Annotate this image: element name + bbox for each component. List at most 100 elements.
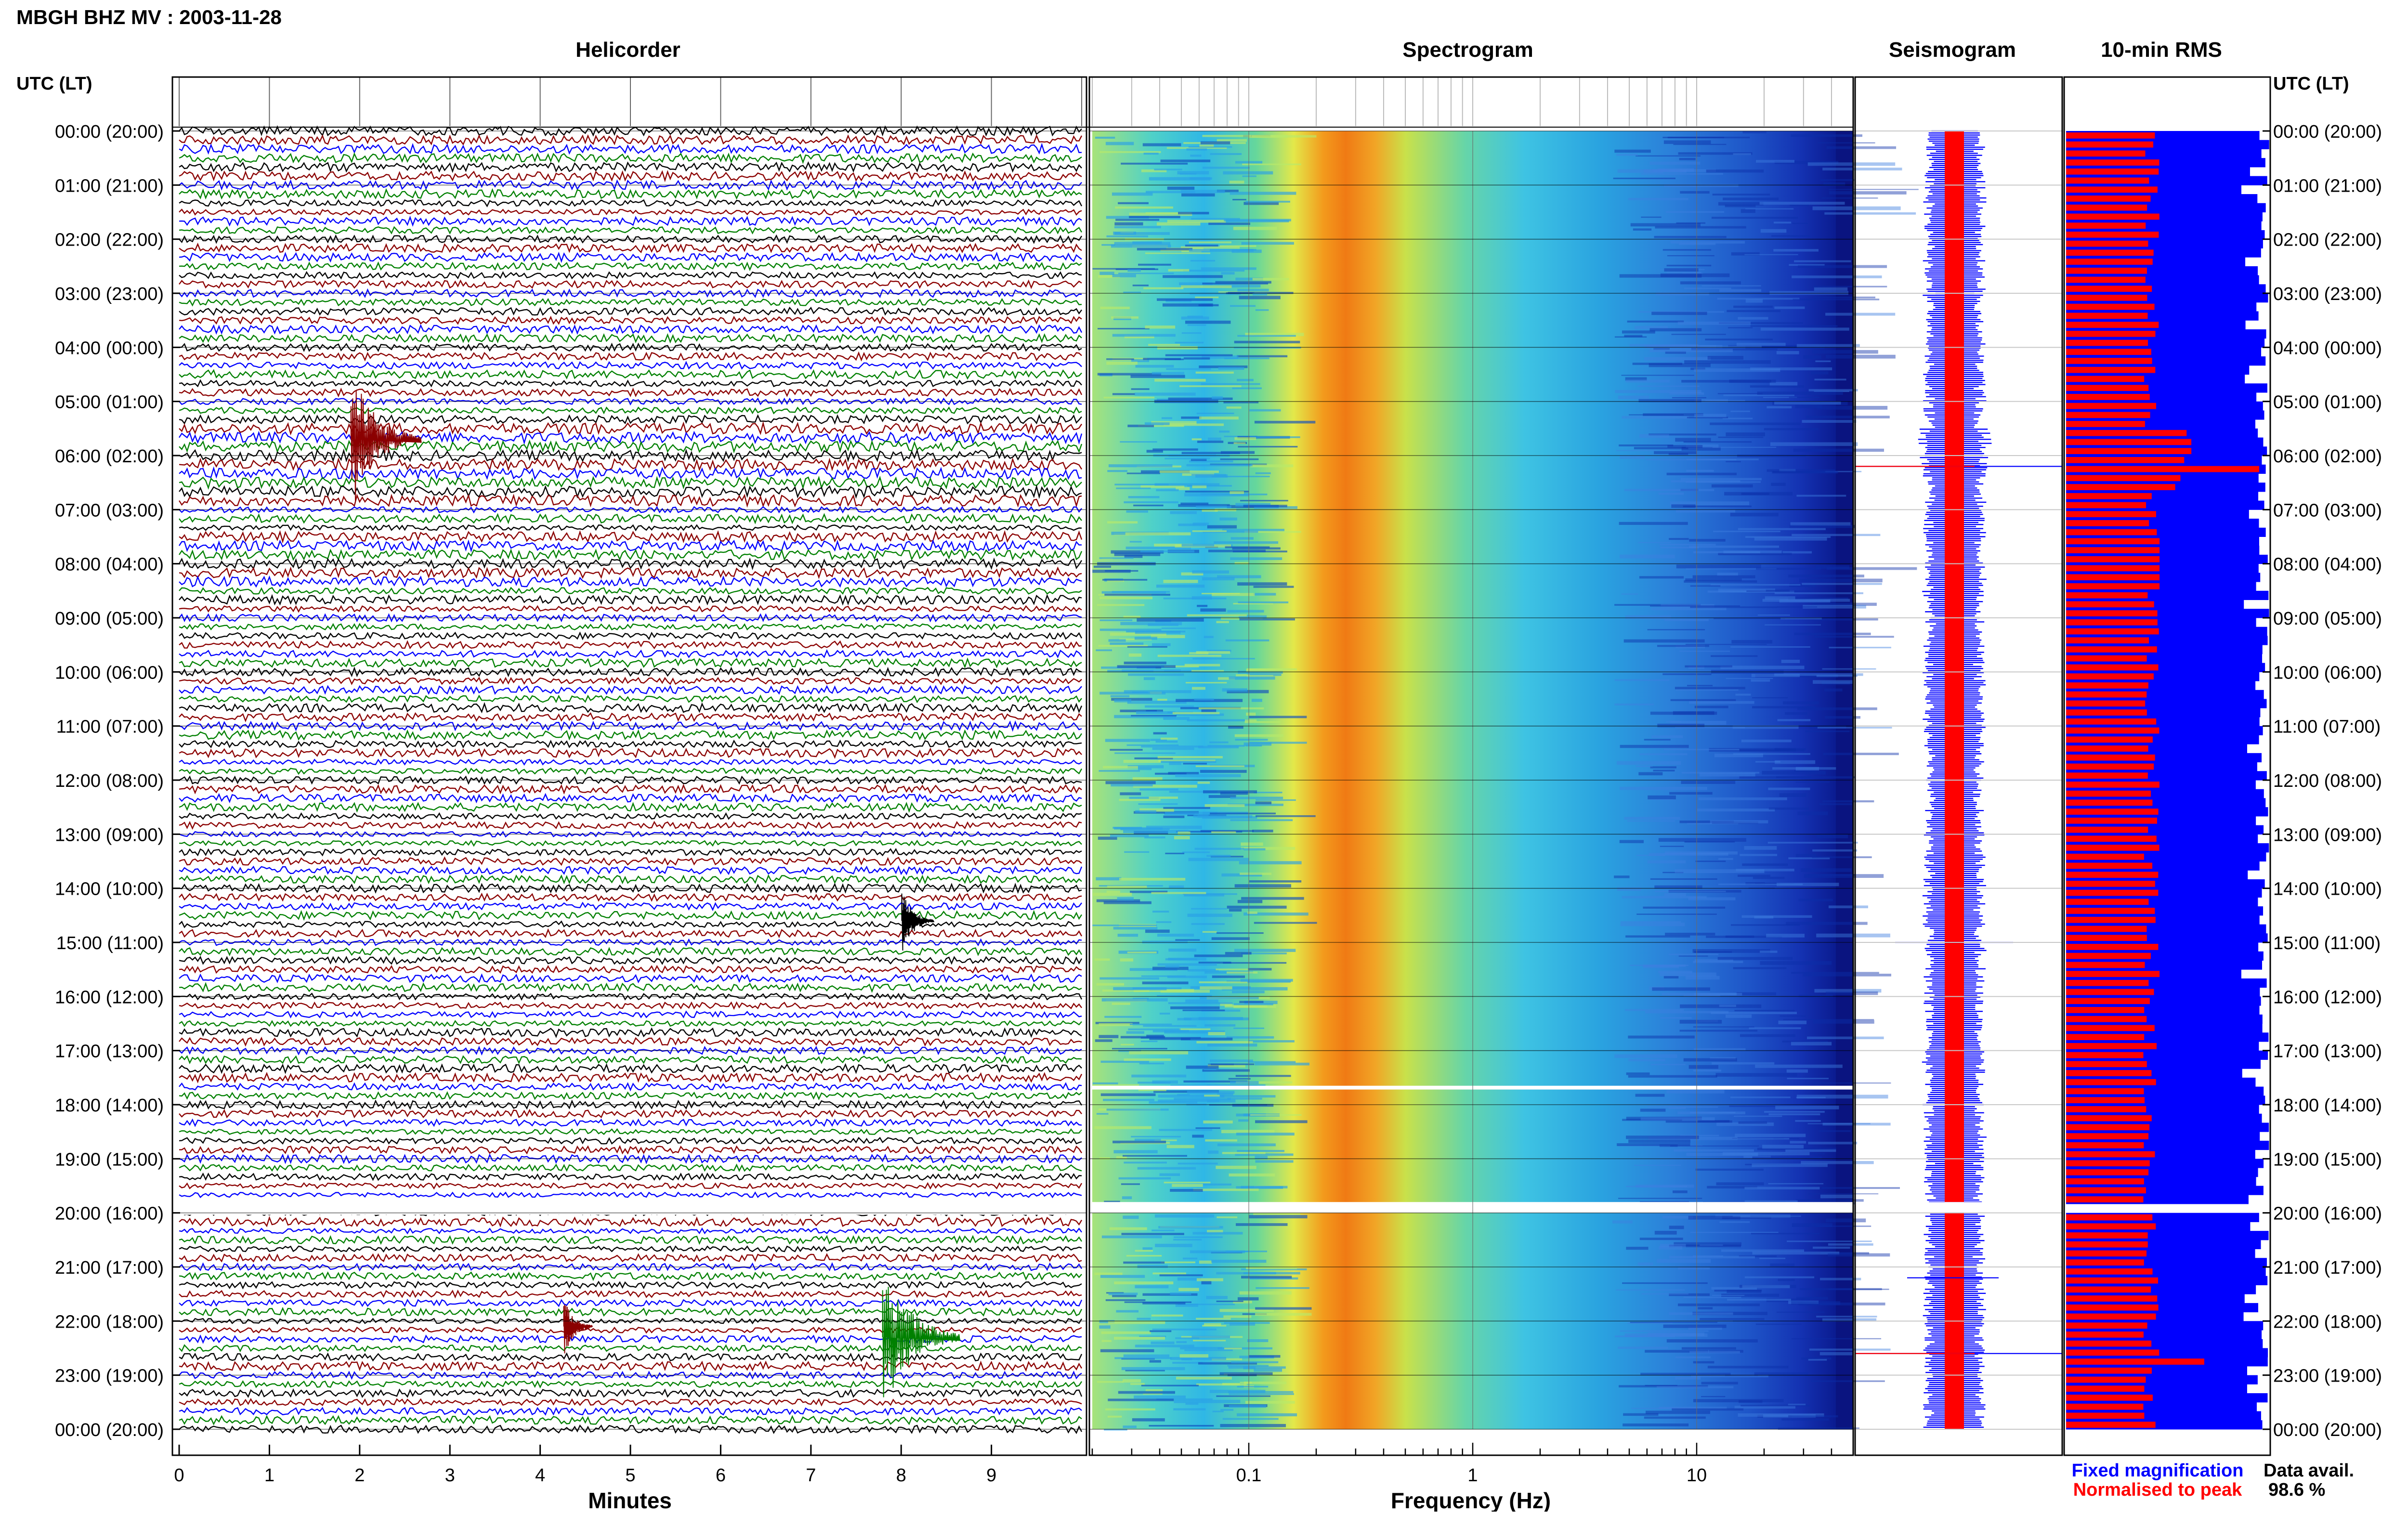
spectrogram-texture — [1793, 448, 1885, 452]
helicorder-trace — [179, 1271, 1082, 1281]
spectrogram-texture — [1733, 753, 1811, 755]
spectrogram-texture — [1768, 807, 1809, 810]
helicorder-trace — [179, 594, 1082, 606]
spectrogram-texture — [1135, 810, 1156, 813]
spectrogram-texture — [1778, 1020, 1807, 1024]
spectrogram-texture — [1201, 1281, 1212, 1285]
spectrogram-texture — [1801, 1161, 1874, 1164]
rms-normalised-bar — [2066, 916, 2156, 923]
spectrogram-texture — [1203, 790, 1257, 794]
rms-normalised-bar — [2066, 475, 2181, 482]
spectrogram-texture — [1099, 1325, 1111, 1329]
spectrogram-texture — [1657, 723, 1705, 728]
spectrogram-texture — [1114, 752, 1176, 754]
helicorder-trace — [179, 1027, 1082, 1038]
spectrogram-texture — [1791, 134, 1863, 137]
spectrogram-texture — [1216, 968, 1260, 970]
helicorder-trace — [179, 812, 1082, 821]
spectrogram-texture — [1829, 191, 1907, 195]
spectrogram-texture — [1711, 217, 1798, 219]
spectrogram-texture — [1193, 1188, 1259, 1191]
spectrogram-texture — [1710, 584, 1801, 586]
rms-normalised-bar — [2066, 1025, 2155, 1031]
spectrogram-texture — [1239, 296, 1281, 300]
spectrogram-texture — [1665, 211, 1725, 213]
spectrogram-texture — [1788, 597, 1848, 600]
spectrogram-texture — [1731, 252, 1760, 256]
spectrogram-texture — [1803, 355, 1821, 359]
spectrogram-texture — [1145, 705, 1194, 708]
spectrogram-texture — [1140, 485, 1185, 488]
rms-normalised-bar — [2066, 835, 2157, 842]
spectrogram-texture — [1241, 1268, 1307, 1270]
spectrogram-texture — [1755, 761, 1780, 763]
rms-normalised-bar — [2066, 772, 2148, 779]
spectrogram-texture — [1188, 146, 1232, 148]
spectrogram-texture — [1626, 1136, 1699, 1139]
spectrogram-texture — [1223, 962, 1287, 964]
spectrogram-texture — [1785, 712, 1807, 715]
spectrogram-texture — [1620, 455, 1645, 459]
spectrogram-texture — [1620, 922, 1685, 927]
spectrogram-texture — [1248, 1040, 1295, 1043]
spectrogram-texture — [1639, 434, 1669, 438]
spectrogram-texture — [1114, 1336, 1165, 1340]
spectrogram-texture — [1230, 557, 1283, 560]
spectrogram-texture — [1739, 1255, 1777, 1257]
spectrogram-texture — [1152, 1272, 1186, 1275]
spectrogram-texture — [1744, 1200, 1798, 1203]
helicorder-trace — [179, 209, 1082, 216]
spectrogram-texture — [1152, 966, 1189, 970]
spectrogram-texture — [1791, 1042, 1832, 1045]
spectrogram-texture — [1250, 436, 1300, 438]
helicorder-trace — [179, 865, 1083, 875]
spectrogram-texture — [1244, 719, 1257, 722]
spectrogram-texture — [1130, 375, 1185, 378]
spectrogram-texture — [1675, 644, 1705, 648]
spectrogram-texture — [1166, 147, 1227, 149]
spectrogram-texture — [1820, 179, 1855, 181]
rms-normalised-bar — [2066, 313, 2148, 319]
spectrogram-texture — [1099, 1023, 1133, 1026]
spectrogram-texture — [1137, 1167, 1196, 1170]
spectrogram-texture — [1146, 191, 1196, 194]
spectrogram-texture — [1220, 1095, 1276, 1098]
spectrogram-texture — [1253, 586, 1294, 588]
spectrogram-texture — [1754, 916, 1774, 919]
spectrogram-texture — [1656, 292, 1709, 296]
spectrogram-texture — [1651, 312, 1707, 315]
spectrogram-texture — [1217, 1143, 1276, 1147]
helicorder-title: Helicorder — [576, 38, 681, 62]
rms-normalised-bar — [2066, 484, 2175, 490]
spectrogram-texture — [1139, 1335, 1166, 1337]
spectrogram-texture — [1801, 1357, 1832, 1360]
spectrogram-texture — [1175, 1337, 1200, 1339]
spectrogram-texture — [1123, 1354, 1170, 1357]
spectrogram-texture — [1622, 330, 1655, 334]
spectrogram-texture — [1650, 711, 1717, 715]
rms-normalised-bar — [2066, 700, 2146, 707]
helicorder-trace — [179, 1091, 1082, 1100]
spectrogram-texture — [1253, 593, 1276, 596]
spectrogram-texture — [1660, 1017, 1692, 1019]
helicorder-trace — [179, 1163, 1082, 1172]
rms-normalised-bar — [2066, 817, 2157, 824]
spectrogram-texture — [1255, 309, 1269, 311]
spectrogram-texture — [1738, 1413, 1824, 1417]
spectrogram-texture — [1220, 458, 1259, 460]
hour-label-left: 01:00 (21:00) — [55, 176, 164, 196]
spectrogram-texture — [1800, 1288, 1882, 1291]
spectrogram-texture — [1233, 1003, 1273, 1005]
spectrogram-texture — [1664, 184, 1739, 187]
spectrogram-texture — [1766, 1298, 1810, 1302]
spectrogram-texture — [1653, 770, 1675, 771]
spectrogram-texture — [1682, 273, 1703, 274]
spectrogram-texture — [1159, 1012, 1170, 1015]
spectrogram-texture — [1782, 1153, 1825, 1155]
spectrogram-texture — [1145, 1389, 1163, 1392]
spectrogram-texture — [1245, 1401, 1295, 1404]
spectrogram-texture — [1129, 216, 1180, 219]
spectrogram-texture — [1816, 675, 1858, 677]
spectrogram-texture — [1624, 489, 1714, 491]
